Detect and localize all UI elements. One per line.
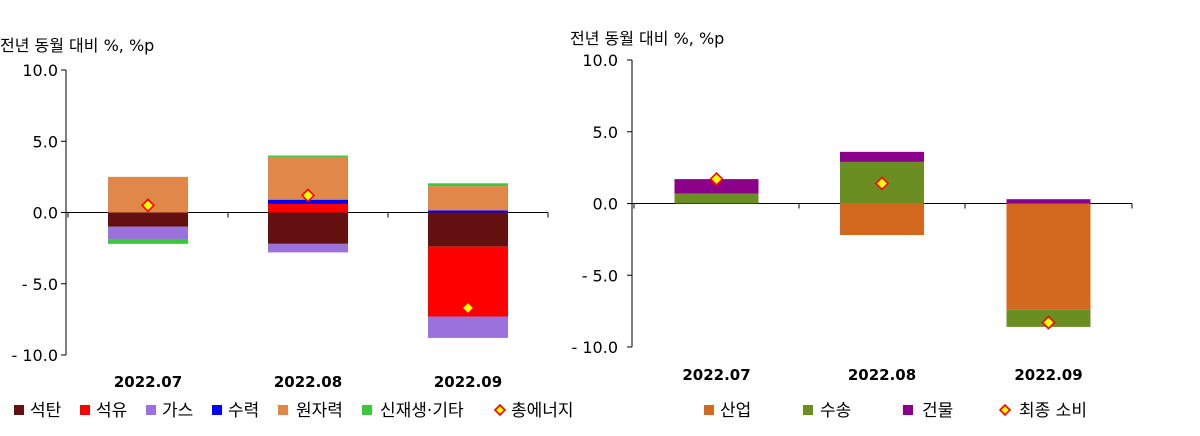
legend-label: 수송 bbox=[820, 401, 851, 421]
x-category-label: 2022.07 bbox=[682, 366, 750, 384]
legend-swatch-산업 bbox=[704, 405, 714, 415]
chart-2: 전년 동월 대비 %, %p 10.0 5.0 0.0 - 5.0 - 10.0 2022.… bbox=[570, 29, 1133, 421]
bar-수송-2022.07 bbox=[674, 193, 759, 204]
legend-label: 건물 bbox=[922, 401, 953, 421]
legend-label: 최종 소비 bbox=[1019, 401, 1087, 421]
x-category-label: 2022.07 bbox=[114, 373, 182, 391]
y-tick-label: 0.0 bbox=[593, 195, 618, 214]
bar-가스-2022.09 bbox=[428, 316, 508, 338]
bar-석탄-2022.08 bbox=[268, 212, 348, 244]
legend-label: 석유 bbox=[96, 401, 127, 421]
x-category-label: 2022.09 bbox=[434, 373, 502, 391]
legend-swatch-수송 bbox=[803, 405, 813, 415]
legend-marker-total bbox=[493, 403, 507, 417]
legend-marker-total bbox=[998, 403, 1012, 417]
legend-label: 수력 bbox=[228, 401, 259, 421]
bar-신재생·기타-2022.07 bbox=[108, 239, 188, 244]
chart-1: 전년 동월 대비 %, %p 10.0 5.0 0.0 - 5.0 - 10.0 2022.… bbox=[0, 36, 574, 421]
y-tick-label: 5.0 bbox=[593, 123, 618, 142]
x-category-label: 2022.09 bbox=[1014, 366, 1082, 384]
total-marker-2022.08 bbox=[874, 176, 890, 191]
y-tick-label: - 10.0 bbox=[572, 338, 618, 357]
legend-swatch-석탄 bbox=[14, 405, 24, 415]
total-marker-2022.09 bbox=[1041, 315, 1056, 330]
bar-산업-2022.08 bbox=[840, 203, 924, 236]
bar-가스-2022.08 bbox=[268, 243, 348, 253]
y-tick-label: 0.0 bbox=[33, 204, 58, 223]
legend-label: 총에너지 bbox=[511, 401, 574, 421]
legend-swatch-가스 bbox=[146, 405, 156, 415]
bar-건물-2022.08 bbox=[840, 151, 924, 162]
y-tick-label: 10.0 bbox=[582, 51, 618, 70]
legend-label: 신재생·기타 bbox=[380, 401, 464, 421]
y-axis-unit-label: 전년 동월 대비 %, %p bbox=[0, 36, 154, 55]
total-marker-2022.07 bbox=[709, 171, 724, 187]
bar-신재생·기타-2022.08 bbox=[268, 155, 348, 157]
total-marker-2022.09 bbox=[460, 300, 476, 316]
total-marker-2022.07 bbox=[140, 198, 156, 213]
y-tick-label: - 5.0 bbox=[582, 266, 618, 285]
y-tick-label: 5.0 bbox=[33, 132, 58, 151]
total-marker-2022.08 bbox=[300, 188, 316, 203]
bar-수력-2022.09 bbox=[428, 210, 508, 213]
bar-산업-2022.09 bbox=[1006, 203, 1091, 310]
y-axis-unit-label: 전년 동월 대비 %, %p bbox=[570, 29, 724, 48]
bar-가스-2022.07 bbox=[108, 226, 188, 240]
bar-건물-2022.07 bbox=[674, 179, 759, 194]
legend-label: 가스 bbox=[162, 401, 193, 421]
x-category-label: 2022.08 bbox=[274, 373, 342, 391]
x-category-label: 2022.08 bbox=[848, 366, 916, 384]
bar-건물-2022.09 bbox=[1006, 199, 1091, 204]
legend-label: 산업 bbox=[720, 401, 751, 421]
bar-원자력-2022.09 bbox=[428, 186, 508, 211]
bar-석탄-2022.09 bbox=[428, 212, 508, 247]
legend-label: 석탄 bbox=[30, 401, 62, 421]
y-tick-label: 10.0 bbox=[22, 61, 58, 80]
y-tick-label: - 5.0 bbox=[22, 275, 58, 294]
legend-swatch-석유 bbox=[80, 405, 90, 415]
legend-swatch-신재생·기타 bbox=[362, 405, 372, 415]
legend-swatch-원자력 bbox=[278, 405, 288, 415]
legend-swatch-건물 bbox=[903, 405, 913, 415]
legend-swatch-수력 bbox=[212, 405, 222, 415]
legend-label: 원자력 bbox=[296, 401, 343, 421]
bar-신재생·기타-2022.09 bbox=[428, 183, 508, 187]
bar-석유-2022.08 bbox=[268, 203, 348, 213]
bar-석탄-2022.07 bbox=[108, 212, 188, 227]
y-tick-label: - 10.0 bbox=[12, 346, 58, 365]
